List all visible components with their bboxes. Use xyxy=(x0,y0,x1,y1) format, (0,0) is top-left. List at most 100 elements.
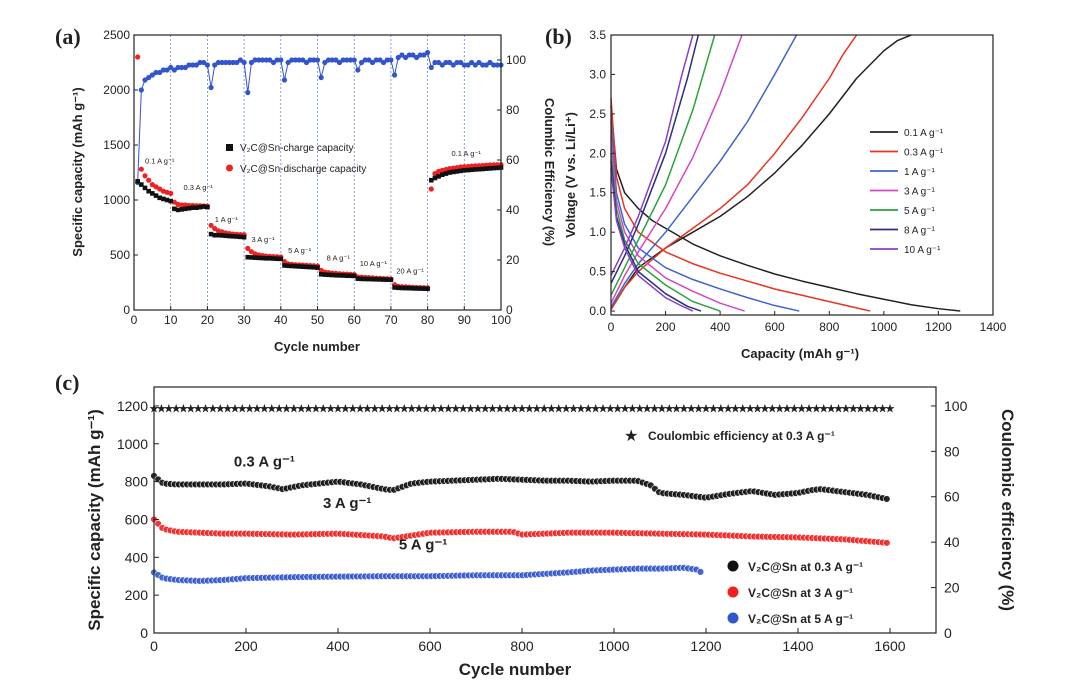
a-charge-point xyxy=(230,234,236,239)
c-efficiency-star: ★ xyxy=(421,402,432,416)
c-efficiency-star: ★ xyxy=(605,402,616,416)
a-discharge-point xyxy=(179,202,185,208)
b-y-tick-label: 3.0 xyxy=(589,67,606,81)
panel-c: ★★★★★★★★★★★★★★★★★★★★★★★★★★★★★★★★★★★★★★★★… xyxy=(85,386,1017,679)
c-y-tick-label: 0 xyxy=(140,625,148,641)
a-charge-point xyxy=(436,174,441,179)
c-efficiency-star: ★ xyxy=(480,402,491,416)
c-efficiency-star: ★ xyxy=(730,402,741,416)
a-rate-labels: 0.1 A g⁻¹ 0.3 A g⁻¹ 1 A g⁻¹ 3 A g⁻¹ 5 A g⁻¹ 8… xyxy=(145,149,481,276)
a-charge-point xyxy=(333,272,339,278)
c-efficiency-star: ★ xyxy=(649,402,660,416)
a-charge-point xyxy=(388,277,394,283)
c-efficiency-star: ★ xyxy=(384,402,395,416)
a-efficiency-point xyxy=(311,57,317,63)
a-efficiency-point xyxy=(212,62,218,68)
a-charge-point xyxy=(186,205,192,211)
b-x-tick-label: 0 xyxy=(608,320,615,334)
b-legend-text: 0.3 A g⁻¹ xyxy=(904,148,944,159)
a-charge-point xyxy=(318,271,324,277)
a-efficiency-point xyxy=(358,59,365,66)
c-efficiency-star: ★ xyxy=(274,402,285,416)
a-charge-point xyxy=(439,172,445,177)
c-efficiency-star: ★ xyxy=(450,402,461,416)
a-charge-point xyxy=(344,273,350,278)
b-y-tick-label: 3.5 xyxy=(589,28,606,42)
a-charge-point xyxy=(249,255,254,260)
a-discharge-point xyxy=(135,54,141,60)
b-x-tick-label: 200 xyxy=(656,320,676,334)
a-charge-point xyxy=(216,232,221,238)
a-efficiency-point xyxy=(391,72,398,78)
a-charge-point xyxy=(366,276,372,282)
a-x-tick-label: 20 xyxy=(201,313,215,327)
c-efficiency-star: ★ xyxy=(598,402,609,416)
b-legend-text: 0.1 A g⁻¹ xyxy=(904,128,944,139)
a-charge-point xyxy=(495,165,500,171)
a-charge-point xyxy=(300,264,306,269)
a-charge-point xyxy=(381,277,386,282)
b-y-tick-label: 2.5 xyxy=(589,107,606,121)
a-charge-point xyxy=(370,276,375,282)
a-efficiency-point xyxy=(226,59,233,66)
c-efficiency-star: ★ xyxy=(818,402,829,416)
c-efficiency-star: ★ xyxy=(885,402,896,416)
a-charge-point xyxy=(480,166,485,172)
b-y-axis-title: Voltage (V vs. Li/Li⁺) xyxy=(563,112,578,238)
a-efficiency-point xyxy=(157,69,163,76)
c-efficiency-star: ★ xyxy=(340,402,351,416)
c-y-tick-label: 600 xyxy=(125,511,149,527)
c-legend-text: V₂C@Sn at 0.3 A g⁻¹ xyxy=(748,560,863,574)
a-charge-point xyxy=(359,276,364,282)
a-efficiency-point xyxy=(436,59,442,66)
c-efficiency-star: ★ xyxy=(686,402,697,416)
a-efficiency-point xyxy=(175,64,181,71)
a-charge-point xyxy=(260,255,265,261)
a-efficiency-point xyxy=(369,59,376,66)
a-efficiency-point xyxy=(296,57,302,63)
a-charge-point xyxy=(208,231,214,237)
c-x-axis-title: Cycle number xyxy=(459,660,572,679)
c-x-tick-label: 1000 xyxy=(598,638,629,654)
a-rate-label: 1 A g⁻¹ xyxy=(215,215,239,224)
b-legend: 0.1 A g⁻¹ 0.3 A g⁻¹ 1 A g⁻¹ 3 A g⁻¹ 5 A g⁻¹ 8… xyxy=(870,128,944,256)
c-efficiency-star: ★ xyxy=(193,402,204,416)
c-x-tick-label: 800 xyxy=(510,638,534,654)
a-charge-point xyxy=(223,233,229,239)
a-x-tick-label: 60 xyxy=(348,313,362,327)
b-charge-curve xyxy=(610,34,716,296)
a-charge-point xyxy=(432,175,438,181)
c-efficiency-star: ★ xyxy=(355,402,366,416)
b-discharge-curve xyxy=(610,169,694,312)
a-efficiency-point xyxy=(241,59,247,66)
c-x-tick-label: 200 xyxy=(234,638,258,654)
b-y-tick-label: 1.0 xyxy=(589,225,606,239)
c-efficiency-star: ★ xyxy=(767,402,778,416)
c-efficiency-star: ★ xyxy=(266,402,277,416)
a-charge-point xyxy=(172,206,177,212)
a-efficiency-point xyxy=(425,49,431,56)
a-charge-point xyxy=(384,277,390,282)
a-efficiency-point xyxy=(285,59,291,66)
a-efficiency-point xyxy=(300,57,306,63)
c-y2-axis-title: Coulombic efficiency (%) xyxy=(998,409,1017,611)
a-discharge-point xyxy=(208,222,214,228)
a-charge-point xyxy=(417,286,423,291)
b-legend-text: 1 A g⁻¹ xyxy=(904,167,936,178)
c-efficiency-star: ★ xyxy=(156,402,167,416)
b-charge-curve xyxy=(610,34,798,308)
a-y-ticks: 0 500 1000 1500 2000 2500 xyxy=(103,28,138,317)
c-legend-marker xyxy=(727,586,739,598)
a-x-ticks: 0 10 20 30 40 50 60 70 80 90 100 xyxy=(131,306,511,327)
c-efficiency-star: ★ xyxy=(612,402,623,416)
c-efficiency-star: ★ xyxy=(855,402,866,416)
a-charge-point xyxy=(487,166,493,171)
a-efficiency-point xyxy=(292,57,299,63)
a-charge-point xyxy=(395,285,401,291)
a-efficiency-point xyxy=(380,59,387,66)
a-legend: V₂C@Sn-charge capacity V₂C@Sn-discharge … xyxy=(226,143,366,175)
a-charge-point xyxy=(197,204,203,210)
c-efficiency-star: ★ xyxy=(502,402,513,416)
a-charge-point xyxy=(447,170,452,175)
c-annotations: 0.3 A g⁻¹ 3 A g⁻¹ 5 A g⁻¹ xyxy=(234,453,447,553)
